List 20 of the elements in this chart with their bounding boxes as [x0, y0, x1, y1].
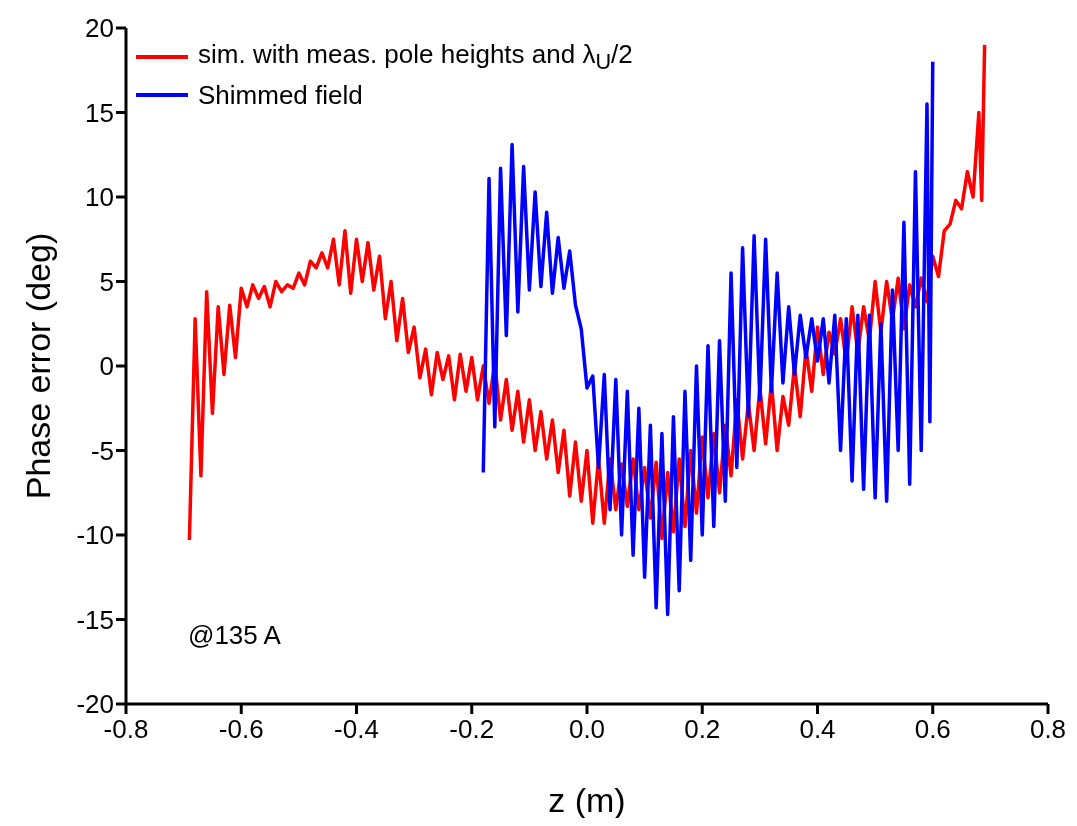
x-tick-label: 0.4: [799, 714, 836, 745]
x-tick-label: -0.2: [449, 714, 495, 745]
y-tick-label: -5: [90, 435, 114, 466]
x-tick-label: -0.4: [334, 714, 379, 745]
x-tick-label: 0.8: [1029, 714, 1067, 745]
y-tick-label: 10: [85, 182, 114, 213]
y-tick-label: -15: [76, 604, 114, 635]
annotation: @135 A: [188, 620, 281, 650]
y-tick-label: 20: [85, 13, 114, 44]
legend-label: Shimmed field: [198, 79, 363, 111]
y-tick-label: 0: [99, 351, 114, 382]
y-tick-label: -10: [76, 520, 114, 551]
x-tick-label: 0.6: [914, 714, 951, 745]
x-tick-label: 0.2: [684, 714, 721, 745]
y-axis-title: Phase error (deg): [19, 232, 58, 500]
x-tick-label: -0.6: [218, 714, 264, 745]
x-tick-label: 0.0: [568, 714, 606, 745]
legend-label: sim. with meas. pole heights and λ$_{U}$/2: [198, 38, 633, 76]
y-tick-label: 15: [85, 97, 114, 128]
y-tick-label: 5: [99, 266, 114, 297]
